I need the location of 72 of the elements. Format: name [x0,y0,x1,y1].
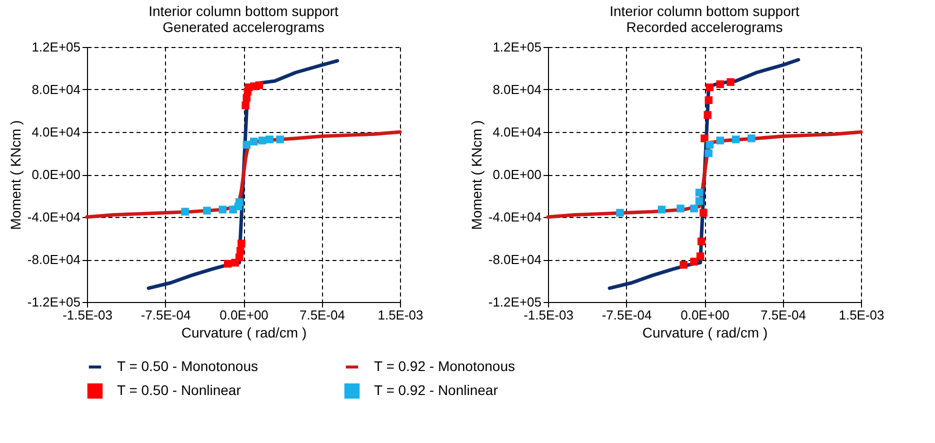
point [706,140,714,149]
chart-title: Interior column bottom support Recorded accelerograms [610,3,800,35]
x-tick-label: -7.5E-04 [602,308,652,322]
point [258,136,266,144]
point [676,204,684,212]
point [704,149,713,158]
point [695,188,704,196]
point [680,260,688,269]
point [716,136,724,144]
point [242,140,251,149]
point [242,102,250,110]
point [255,81,264,90]
point [695,197,704,205]
y-tick-label: 4.0E+04 [32,124,80,140]
point [231,258,240,267]
point [224,260,232,268]
line-series [85,130,402,219]
point [704,111,712,119]
point [181,208,189,216]
chart-title: Interior column bottom support Generated accelerograms [148,3,339,35]
x-tick-label: 0.0E+00 [680,308,730,322]
y-tick-label: 1.2E+05 [492,40,542,54]
point [266,136,274,144]
y-tick-label: -8.0E+04 [27,252,80,267]
point [690,258,698,266]
line-series [608,58,800,290]
y-axis-title: Moment ( KNcm ) [7,120,24,230]
point [218,206,227,214]
point [706,84,714,92]
y-tick-label: -1.2E+05 [488,294,542,310]
x-axis-title: Curvature ( rad/cm ) [642,324,768,340]
y-tick-label: 0.0E+00 [32,167,80,182]
x-tick-label: 0.0E+00 [220,308,268,322]
y-tick-label: -1.2E+05 [27,294,80,310]
y-tick-label: -4.0E+04 [488,210,542,224]
x-tick-label: 1.5E-03 [378,308,424,322]
point [700,208,708,217]
x-tick-label: -1.5E-03 [62,308,112,322]
y-tick-label: -8.0E+04 [488,252,542,267]
point [235,198,244,206]
x-tick-label: 7.5E-04 [760,308,806,322]
legend-label: T = 0.92 - Nonlinear [374,382,498,398]
point [704,96,713,104]
legend-label: T = 0.50 - Monotonous [117,358,258,374]
y-tick-label: 8.0E+04 [492,82,542,97]
y-axis-title: Moment ( KNcm ) [468,120,484,230]
x-axis-title: Curvature ( rad/cm ) [181,324,307,340]
y-tick-label: 1.2E+05 [32,40,80,54]
x-tick-label: -7.5E-04 [140,308,191,322]
point [748,134,756,142]
point [250,138,258,146]
point [690,204,698,212]
y-tick-label: 0.0E+00 [492,167,542,182]
x-tick-label: 1.5E-03 [838,308,884,322]
point [716,80,724,88]
point [203,206,211,214]
point [700,134,708,142]
y-tick-label: -4.0E+04 [27,210,80,224]
x-tick-label: -1.5E-03 [524,308,574,322]
line-series [546,130,863,219]
point [238,240,246,248]
y-tick-label: 4.0E+04 [492,124,542,140]
point [658,206,666,214]
point [616,208,624,217]
point [732,136,740,144]
x-tick-label: 7.5E-04 [299,308,346,322]
y-tick-label: 8.0E+04 [32,82,80,97]
legend-label: T = 0.92 - Monotonous [374,358,515,374]
point [726,78,734,86]
legend-label: T = 0.50 - Nonlinear [117,382,242,398]
point [276,136,284,144]
point [697,238,706,246]
